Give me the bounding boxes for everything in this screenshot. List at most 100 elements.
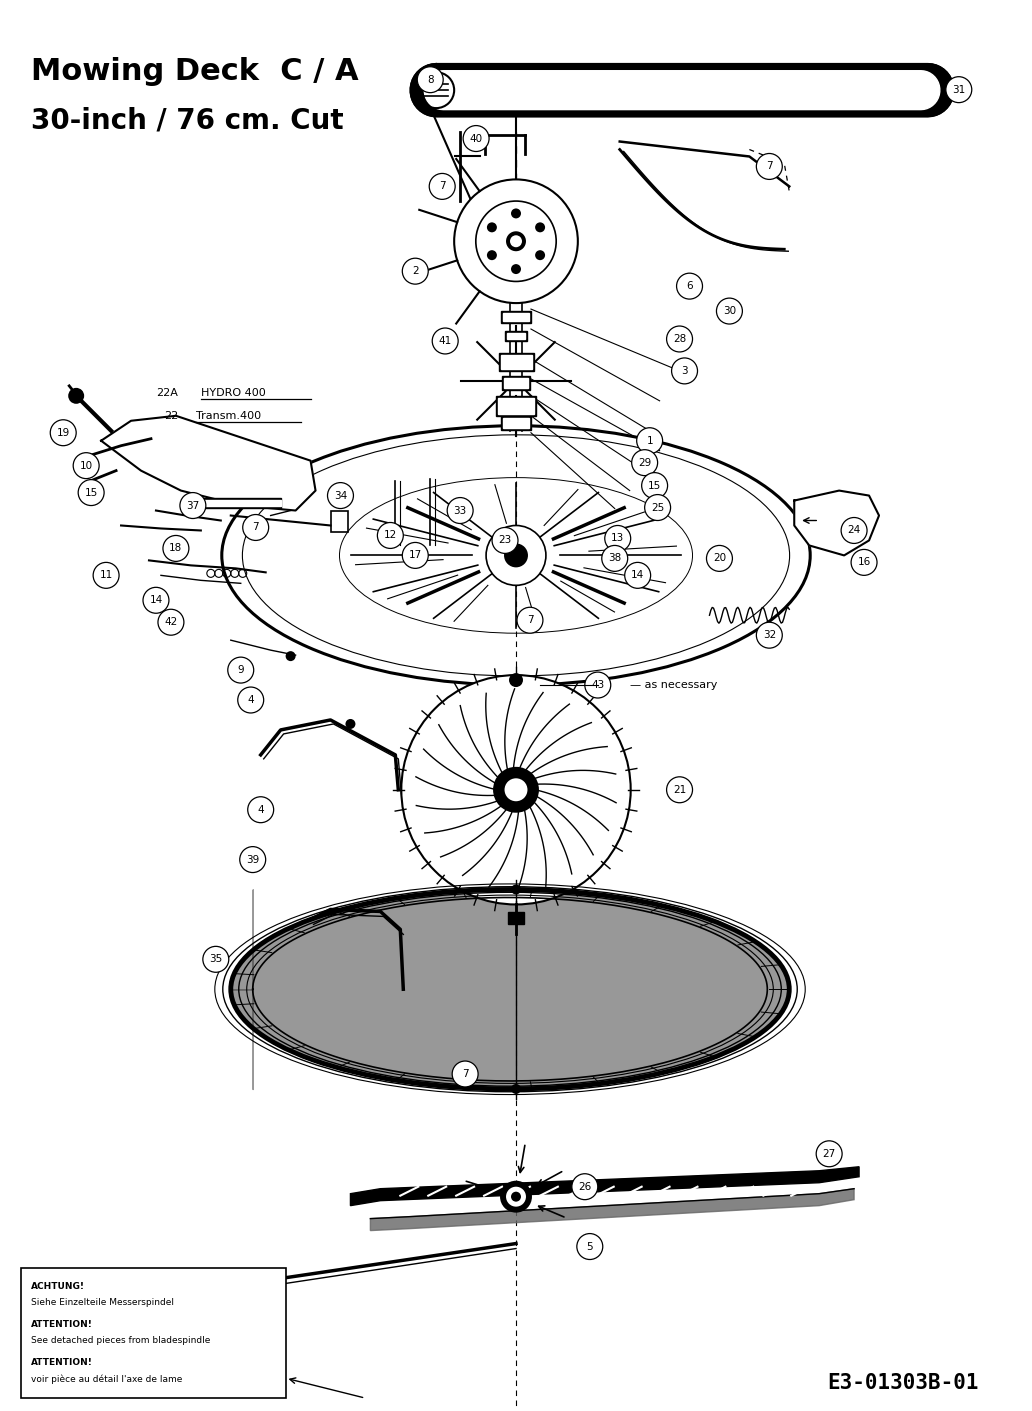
Text: 5: 5 (586, 1242, 593, 1252)
Circle shape (506, 231, 526, 251)
Text: 14: 14 (631, 570, 644, 580)
Bar (502, 416, 530, 430)
Text: 27: 27 (823, 1149, 836, 1158)
Text: 10: 10 (79, 460, 93, 471)
Circle shape (327, 483, 353, 508)
Polygon shape (411, 63, 954, 117)
Text: 7: 7 (766, 161, 773, 172)
Bar (330, 511, 349, 532)
Circle shape (486, 525, 546, 586)
Bar (502, 356, 531, 368)
Text: 21: 21 (673, 785, 686, 794)
Text: 3: 3 (681, 365, 688, 375)
Text: 20: 20 (713, 553, 727, 563)
Text: 43: 43 (591, 680, 605, 690)
Polygon shape (795, 491, 879, 556)
Text: 17: 17 (409, 550, 422, 560)
Text: Siehe Einzelteile Messerspindel: Siehe Einzelteile Messerspindel (31, 1298, 174, 1308)
Circle shape (429, 174, 455, 199)
Text: ATTENTION!: ATTENTION! (31, 1321, 93, 1329)
Text: Mowing Deck  C / A: Mowing Deck C / A (31, 56, 359, 86)
Text: 12: 12 (384, 531, 397, 540)
Bar (499, 353, 534, 371)
Circle shape (504, 543, 528, 567)
Text: 4: 4 (248, 696, 254, 706)
Circle shape (346, 720, 355, 729)
Text: ATTENTION!: ATTENTION! (31, 1359, 93, 1367)
Circle shape (642, 473, 668, 498)
Text: 24: 24 (847, 525, 861, 535)
Bar (508, 913, 524, 924)
Circle shape (452, 1061, 478, 1086)
Text: 25: 25 (651, 502, 665, 512)
Text: 39: 39 (246, 855, 259, 865)
Polygon shape (351, 1167, 859, 1205)
Circle shape (536, 250, 545, 260)
Polygon shape (370, 1188, 854, 1230)
Circle shape (637, 428, 663, 454)
Circle shape (585, 672, 611, 698)
Circle shape (536, 223, 545, 233)
Circle shape (143, 587, 169, 614)
Text: 7: 7 (462, 1070, 469, 1079)
Text: 7: 7 (253, 522, 259, 532)
Text: 18: 18 (169, 543, 183, 553)
Bar (503, 313, 529, 322)
Circle shape (493, 766, 539, 813)
Circle shape (180, 492, 205, 518)
Text: 23: 23 (498, 535, 512, 546)
Text: HYDRO 400: HYDRO 400 (201, 388, 265, 398)
Circle shape (286, 650, 295, 662)
Circle shape (378, 522, 404, 549)
Text: 19: 19 (57, 428, 70, 437)
Circle shape (487, 250, 496, 260)
Circle shape (509, 673, 523, 687)
Text: 30: 30 (722, 306, 736, 316)
Text: 13: 13 (611, 533, 624, 543)
Circle shape (624, 563, 650, 588)
Text: 30-inch / 76 cm. Cut: 30-inch / 76 cm. Cut (31, 107, 344, 134)
Circle shape (402, 542, 428, 569)
Text: 33: 33 (453, 505, 466, 515)
Circle shape (816, 1141, 842, 1167)
Text: 22A: 22A (156, 388, 178, 398)
Circle shape (487, 223, 496, 233)
Text: 4: 4 (257, 804, 264, 814)
Text: Transm.400: Transm.400 (196, 411, 261, 420)
Text: 2: 2 (412, 267, 419, 277)
Circle shape (511, 885, 521, 895)
Text: 26: 26 (578, 1181, 591, 1192)
Circle shape (511, 264, 521, 274)
Circle shape (248, 797, 273, 823)
Circle shape (78, 480, 104, 505)
Circle shape (577, 1233, 603, 1260)
Text: 28: 28 (673, 334, 686, 344)
Text: 16: 16 (858, 557, 871, 567)
Text: 35: 35 (209, 954, 223, 964)
Ellipse shape (222, 426, 810, 686)
Bar (496, 396, 536, 416)
Circle shape (511, 209, 521, 219)
Text: 7: 7 (439, 182, 446, 192)
Circle shape (51, 419, 76, 446)
Circle shape (163, 535, 189, 562)
Circle shape (463, 126, 489, 151)
Bar (196, 498, 281, 508)
Text: 29: 29 (638, 457, 651, 467)
Circle shape (841, 518, 867, 543)
Bar (196, 499, 281, 505)
Text: — as necessary: — as necessary (630, 680, 717, 690)
Text: 41: 41 (439, 336, 452, 346)
Text: 22: 22 (164, 411, 179, 420)
Text: 32: 32 (763, 631, 776, 641)
Text: 42: 42 (164, 617, 178, 628)
Circle shape (602, 546, 627, 571)
Circle shape (851, 549, 877, 576)
Circle shape (73, 453, 99, 478)
Circle shape (492, 528, 518, 553)
Circle shape (402, 258, 428, 284)
Circle shape (93, 563, 119, 588)
Bar (22, 1268, 286, 1398)
Bar (502, 375, 530, 389)
Circle shape (572, 1174, 598, 1199)
